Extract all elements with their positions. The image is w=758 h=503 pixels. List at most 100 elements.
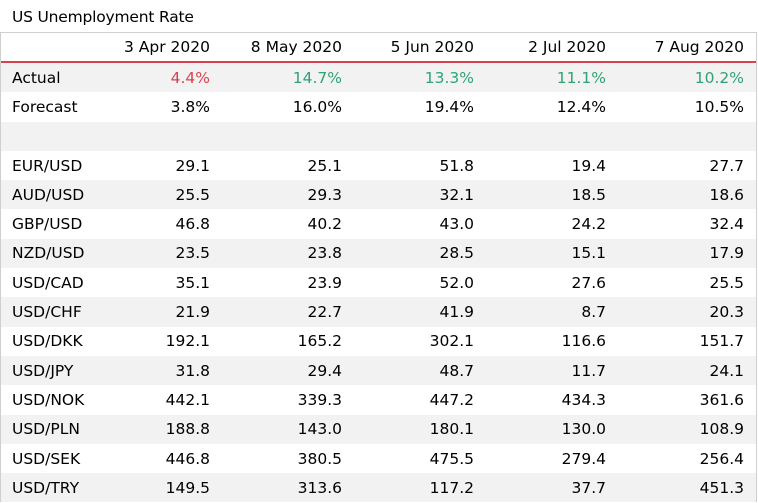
table-cell: 27.6 xyxy=(486,268,618,298)
table-row xyxy=(1,121,756,151)
table-cell: 51.8 xyxy=(354,150,486,181)
row-label: GBP/USD xyxy=(1,209,96,239)
row-label: USD/CAD xyxy=(1,268,96,298)
table-cell: 19.4 xyxy=(486,150,618,181)
table-cell: 22.7 xyxy=(222,297,354,327)
table-cell: 24.2 xyxy=(486,209,618,239)
table-cell: 192.1 xyxy=(96,326,222,356)
table-cell: 25.5 xyxy=(618,268,756,298)
table-cell: 4.4% xyxy=(96,62,222,93)
table-row: USD/NOK 442.1 339.3 447.2 434.3 361.6 xyxy=(1,385,756,415)
table-cell: 46.8 xyxy=(96,209,222,239)
table-row: USD/SEK 446.8 380.5 475.5 279.4 256.4 xyxy=(1,443,756,474)
table-row: USD/DKK 192.1 165.2 302.1 116.6 151.7 xyxy=(1,326,756,356)
column-header-date: 2 Jul 2020 xyxy=(486,33,618,63)
table-cell: 16.0% xyxy=(222,92,354,122)
table-cell: 25.5 xyxy=(96,180,222,210)
table-cell: 35.1 xyxy=(96,268,222,298)
table-cell: 3.8% xyxy=(96,92,222,122)
table-row: Forecast 3.8% 16.0% 19.4% 12.4% 10.5% xyxy=(1,92,756,122)
table-cell: 143.0 xyxy=(222,414,354,444)
table-cell: 434.3 xyxy=(486,385,618,415)
table-cell: 279.4 xyxy=(486,443,618,474)
table-cell: 108.9 xyxy=(618,414,756,444)
column-header-date: 5 Jun 2020 xyxy=(354,33,486,63)
table-cell: 380.5 xyxy=(222,443,354,474)
row-label: USD/PLN xyxy=(1,414,96,444)
row-label: Forecast xyxy=(1,92,96,122)
table-title: US Unemployment Rate xyxy=(12,8,194,26)
table-cell: 11.7 xyxy=(486,355,618,386)
column-header-date: 8 May 2020 xyxy=(222,33,354,63)
row-label: Actual xyxy=(1,62,96,93)
table-cell: 256.4 xyxy=(618,443,756,474)
table-cell xyxy=(618,121,756,151)
table-cell: 32.4 xyxy=(618,209,756,239)
table-cell: 151.7 xyxy=(618,326,756,356)
table-cell: 130.0 xyxy=(486,414,618,444)
table-cell: 447.2 xyxy=(354,385,486,415)
table-cell: 52.0 xyxy=(354,268,486,298)
row-label: USD/CHF xyxy=(1,297,96,327)
table-cell: 451.3 xyxy=(618,473,756,503)
row-label: NZD/USD xyxy=(1,238,96,269)
table-cell: 10.2% xyxy=(618,62,756,93)
table-cell: 10.5% xyxy=(618,92,756,122)
table-cell: 41.9 xyxy=(354,297,486,327)
table-cell: 14.7% xyxy=(222,62,354,93)
table-cell: 302.1 xyxy=(354,326,486,356)
table-cell: 21.9 xyxy=(96,297,222,327)
table-cell: 188.8 xyxy=(96,414,222,444)
table-cell: 339.3 xyxy=(222,385,354,415)
table-cell xyxy=(354,121,486,151)
table-cell: 442.1 xyxy=(96,385,222,415)
row-label: AUD/USD xyxy=(1,180,96,210)
table-cell: 117.2 xyxy=(354,473,486,503)
header-row: 3 Apr 2020 8 May 2020 5 Jun 2020 2 Jul 2… xyxy=(1,33,756,63)
table-cell xyxy=(486,121,618,151)
table-cell: 20.3 xyxy=(618,297,756,327)
table-cell: 25.1 xyxy=(222,150,354,181)
column-header-date: 7 Aug 2020 xyxy=(618,33,756,63)
table-cell: 116.6 xyxy=(486,326,618,356)
row-label: USD/SEK xyxy=(1,443,96,474)
table-cell: 23.5 xyxy=(96,238,222,269)
table-cell: 23.8 xyxy=(222,238,354,269)
table-cell: 37.7 xyxy=(486,473,618,503)
table-cell: 15.1 xyxy=(486,238,618,269)
table-cell: 23.9 xyxy=(222,268,354,298)
table-cell: 24.1 xyxy=(618,355,756,386)
table-row: USD/CHF 21.9 22.7 41.9 8.7 20.3 xyxy=(1,297,756,327)
table-cell: 28.5 xyxy=(354,238,486,269)
table-row: EUR/USD 29.1 25.1 51.8 19.4 27.7 xyxy=(1,150,756,181)
table-cell: 180.1 xyxy=(354,414,486,444)
table-cell: 313.6 xyxy=(222,473,354,503)
table-cell: 43.0 xyxy=(354,209,486,239)
column-header-label xyxy=(1,33,96,63)
row-label: USD/TRY xyxy=(1,473,96,503)
table-row: USD/JPY 31.8 29.4 48.7 11.7 24.1 xyxy=(1,355,756,386)
column-header-date: 3 Apr 2020 xyxy=(96,33,222,63)
table-cell: 27.7 xyxy=(618,150,756,181)
table-cell: 29.1 xyxy=(96,150,222,181)
table-row: USD/CAD 35.1 23.9 52.0 27.6 25.5 xyxy=(1,268,756,298)
table-cell: 29.3 xyxy=(222,180,354,210)
table-cell: 8.7 xyxy=(486,297,618,327)
table-cell: 12.4% xyxy=(486,92,618,122)
table-row: GBP/USD 46.8 40.2 43.0 24.2 32.4 xyxy=(1,209,756,239)
table-cell: 32.1 xyxy=(354,180,486,210)
table-row: USD/TRY 149.5 313.6 117.2 37.7 451.3 xyxy=(1,473,756,503)
table-cell: 40.2 xyxy=(222,209,354,239)
table-cell: 446.8 xyxy=(96,443,222,474)
table-row: NZD/USD 23.5 23.8 28.5 15.1 17.9 xyxy=(1,238,756,269)
row-label: USD/JPY xyxy=(1,355,96,386)
table-cell: 18.6 xyxy=(618,180,756,210)
table-cell: 31.8 xyxy=(96,355,222,386)
table-cell: 19.4% xyxy=(354,92,486,122)
table-row: Actual 4.4% 14.7% 13.3% 11.1% 10.2% xyxy=(1,62,756,93)
table-cell: 361.6 xyxy=(618,385,756,415)
table-cell xyxy=(96,121,222,151)
table-cell: 11.1% xyxy=(486,62,618,93)
table-cell: 18.5 xyxy=(486,180,618,210)
table-cell xyxy=(222,121,354,151)
